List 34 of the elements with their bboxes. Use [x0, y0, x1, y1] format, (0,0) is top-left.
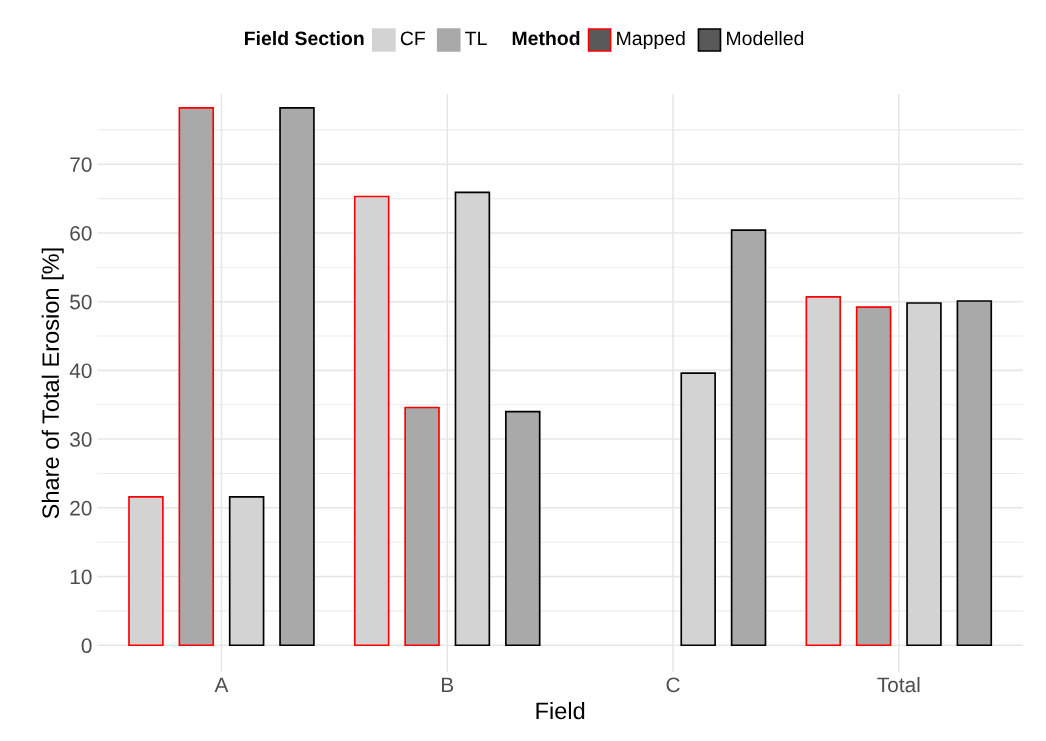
text: Field Section — [245, 30, 364, 46]
y-tick-label: 40 — [69, 363, 92, 379]
text: TL — [465, 31, 487, 46]
bar — [855, 306, 892, 647]
x-tick-label: B — [442, 677, 454, 693]
bar — [680, 372, 716, 647]
text: Mapped — [617, 30, 685, 50]
text: CF — [400, 31, 425, 46]
x-tick-label: Total — [877, 676, 920, 693]
bar — [730, 229, 767, 647]
bar — [454, 191, 491, 647]
bar — [404, 406, 440, 647]
x-axis-title: Field — [536, 701, 585, 720]
bar — [178, 107, 215, 647]
bar — [956, 300, 993, 647]
text: Method — [512, 30, 580, 46]
y-tick-label: 0 — [81, 638, 92, 654]
y-tick-label: 70 — [70, 157, 92, 172]
y-tick-label: 30 — [70, 432, 92, 447]
x-tick-label: A — [214, 677, 229, 693]
y-tick-label: 10 — [70, 569, 92, 585]
text: Modelled — [727, 30, 804, 46]
y-axis-title: Share of Total Erosion [%] — [41, 248, 64, 519]
bar — [128, 496, 164, 647]
y-tick-label: 20 — [70, 500, 92, 516]
y-tick-label: 50 — [70, 294, 92, 310]
bar — [906, 302, 942, 647]
bar — [805, 296, 842, 647]
bar — [279, 107, 315, 647]
x-tick-label: C — [666, 677, 680, 693]
bar — [228, 496, 265, 647]
bar — [504, 410, 541, 647]
y-tick-label: 60 — [70, 225, 92, 241]
bar — [353, 195, 390, 647]
